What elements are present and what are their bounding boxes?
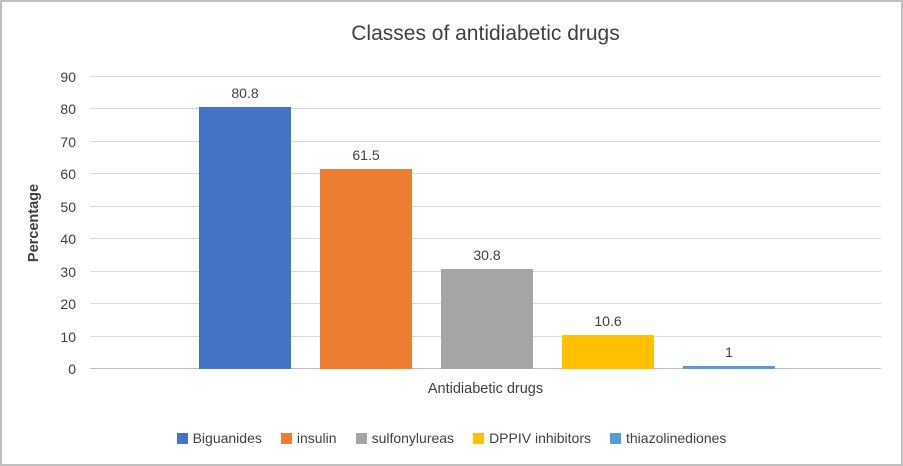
- gridline: [90, 173, 881, 175]
- bar-value-label: 61.5: [352, 147, 380, 164]
- y-tick-label: 70: [60, 133, 76, 150]
- bar-value-label: 30.8: [473, 247, 501, 264]
- bar-group-insulin: 61.5: [320, 77, 412, 369]
- legend-item-insulin: insulin: [280, 430, 337, 446]
- gridline: [90, 140, 881, 142]
- legend-swatch-icon: [280, 432, 292, 444]
- gridline: [90, 205, 881, 207]
- x-axis-title: Antidiabetic drugs: [427, 381, 544, 397]
- legend-swatch-icon: [610, 432, 621, 444]
- bar-thiazolinediones: [683, 365, 775, 369]
- bars: 80.8 61.5 30.8 10.6 1: [90, 77, 881, 369]
- bar-biguanides: [199, 106, 291, 369]
- y-tick-label: 0: [68, 361, 76, 377]
- gridline: [90, 108, 881, 110]
- bar-group-dppiv-inhibitors: 10.6: [562, 77, 654, 369]
- y-tick-label: 40: [60, 231, 76, 248]
- legend-label: insulin: [296, 430, 337, 446]
- legend-item-thiazolinediones: thiazolinediones: [610, 430, 726, 446]
- bar-dppiv-inhibitors: [562, 334, 654, 369]
- bar-group-biguanides: 80.8: [199, 77, 291, 369]
- bar-value-label: 10.6: [594, 312, 622, 329]
- legend-label: Biguanides: [192, 430, 262, 446]
- bar-value-label: 1: [725, 343, 733, 360]
- legend-swatch-icon: [355, 432, 367, 444]
- legend-label: thiazolinediones: [626, 430, 727, 446]
- legend-swatch-icon: [176, 432, 188, 444]
- bar-group-sulfonylureas: 30.8: [441, 77, 533, 369]
- chart-title: Classes of antidiabetic drugs: [351, 22, 620, 45]
- legend-item-biguanides: Biguanides: [176, 430, 262, 446]
- y-tick-label: 10: [60, 328, 76, 345]
- y-tick-label: 20: [60, 296, 76, 313]
- y-tick-label: 60: [60, 166, 76, 183]
- legend-label: DPPIV inhibitors: [489, 430, 591, 446]
- bar-group-thiazolinediones: 1: [683, 77, 775, 369]
- legend-label: sulfonylureas: [371, 430, 455, 446]
- y-tick-label: 30: [60, 263, 76, 280]
- gridline: [90, 238, 881, 240]
- bar-insulin: [320, 169, 412, 369]
- legend-item-dppiv-inhibitors: DPPIV inhibitors: [473, 430, 591, 446]
- y-tick-label: 50: [60, 198, 76, 215]
- legend: Biguanides insulin sulfonylureas DPPIV inhi…: [2, 430, 901, 446]
- bar-sulfonylureas: [441, 269, 533, 369]
- gridline: [90, 76, 881, 77]
- legend-swatch-icon: [473, 432, 485, 444]
- bar-value-label: 80.8: [231, 84, 259, 101]
- y-tick-label: 90: [60, 69, 76, 85]
- y-tick-label: 80: [60, 101, 76, 118]
- plot-area: 80.8 61.5 30.8 10.6 1: [90, 76, 881, 369]
- y-axis-ticks: 0 10 20 30 40 50 60 70 80 90: [2, 70, 82, 376]
- legend-item-sulfonylureas: sulfonylureas: [355, 430, 455, 446]
